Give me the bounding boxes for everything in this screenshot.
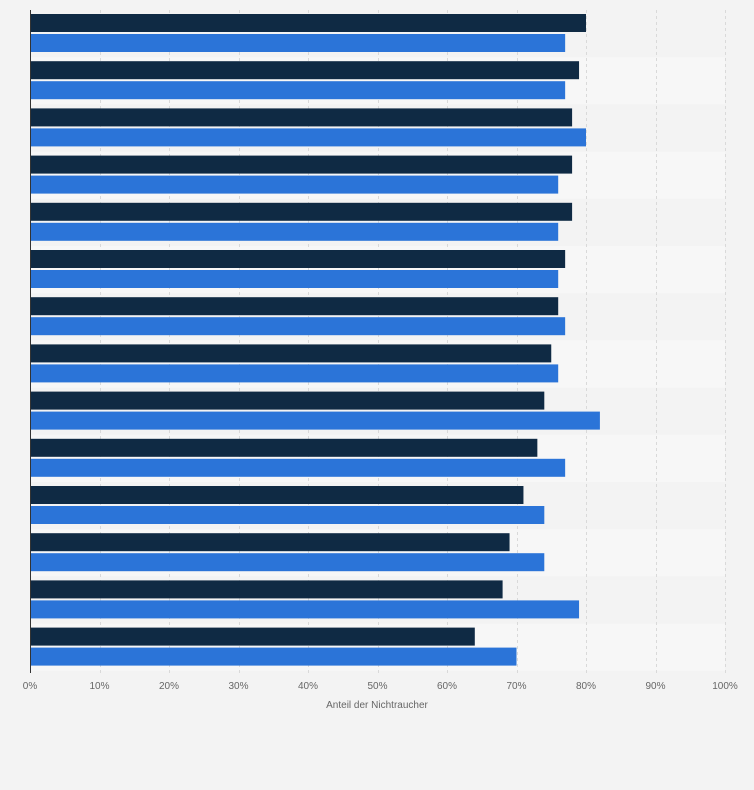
bars xyxy=(30,14,600,666)
x-tick-label: 90% xyxy=(645,681,665,692)
bar xyxy=(30,250,566,268)
bar xyxy=(30,458,566,477)
bar xyxy=(30,344,552,363)
bar xyxy=(30,553,545,572)
x-tick-label: 100% xyxy=(712,681,738,692)
row-bands xyxy=(30,57,725,671)
x-tick-label: 30% xyxy=(228,681,248,692)
bar xyxy=(30,647,517,666)
bar xyxy=(30,317,566,336)
bar xyxy=(30,580,503,599)
bar xyxy=(30,61,580,80)
x-tick-label: 60% xyxy=(437,681,457,692)
bar xyxy=(30,438,538,457)
x-axis-title: Anteil der Nichtraucher xyxy=(326,700,428,711)
bar xyxy=(30,533,510,552)
bar xyxy=(30,297,559,316)
bar xyxy=(30,391,545,410)
bar xyxy=(30,364,559,383)
bar xyxy=(30,81,566,100)
bar xyxy=(30,34,566,52)
bar xyxy=(30,486,524,504)
bar xyxy=(30,222,559,241)
bar xyxy=(30,128,586,147)
x-tick-label: 0% xyxy=(23,681,38,692)
x-tick-labels: 0% 10% 20% 30% 40% 50% 60% 70% 80% 90% 100% xyxy=(23,681,738,692)
x-tick-label: 50% xyxy=(367,681,387,692)
x-tick-label: 70% xyxy=(506,681,526,692)
bar xyxy=(30,411,600,430)
x-tick-label: 40% xyxy=(298,681,318,692)
x-tick-label: 80% xyxy=(576,681,596,692)
bar xyxy=(30,600,580,619)
bar xyxy=(30,14,586,32)
bar xyxy=(30,506,545,524)
bar xyxy=(30,108,573,127)
x-tick-label: 20% xyxy=(159,681,179,692)
bar xyxy=(30,270,559,288)
bar xyxy=(30,627,475,646)
bar xyxy=(30,175,559,194)
x-tick-label: 10% xyxy=(89,681,109,692)
bar xyxy=(30,155,573,174)
bar xyxy=(30,202,573,221)
